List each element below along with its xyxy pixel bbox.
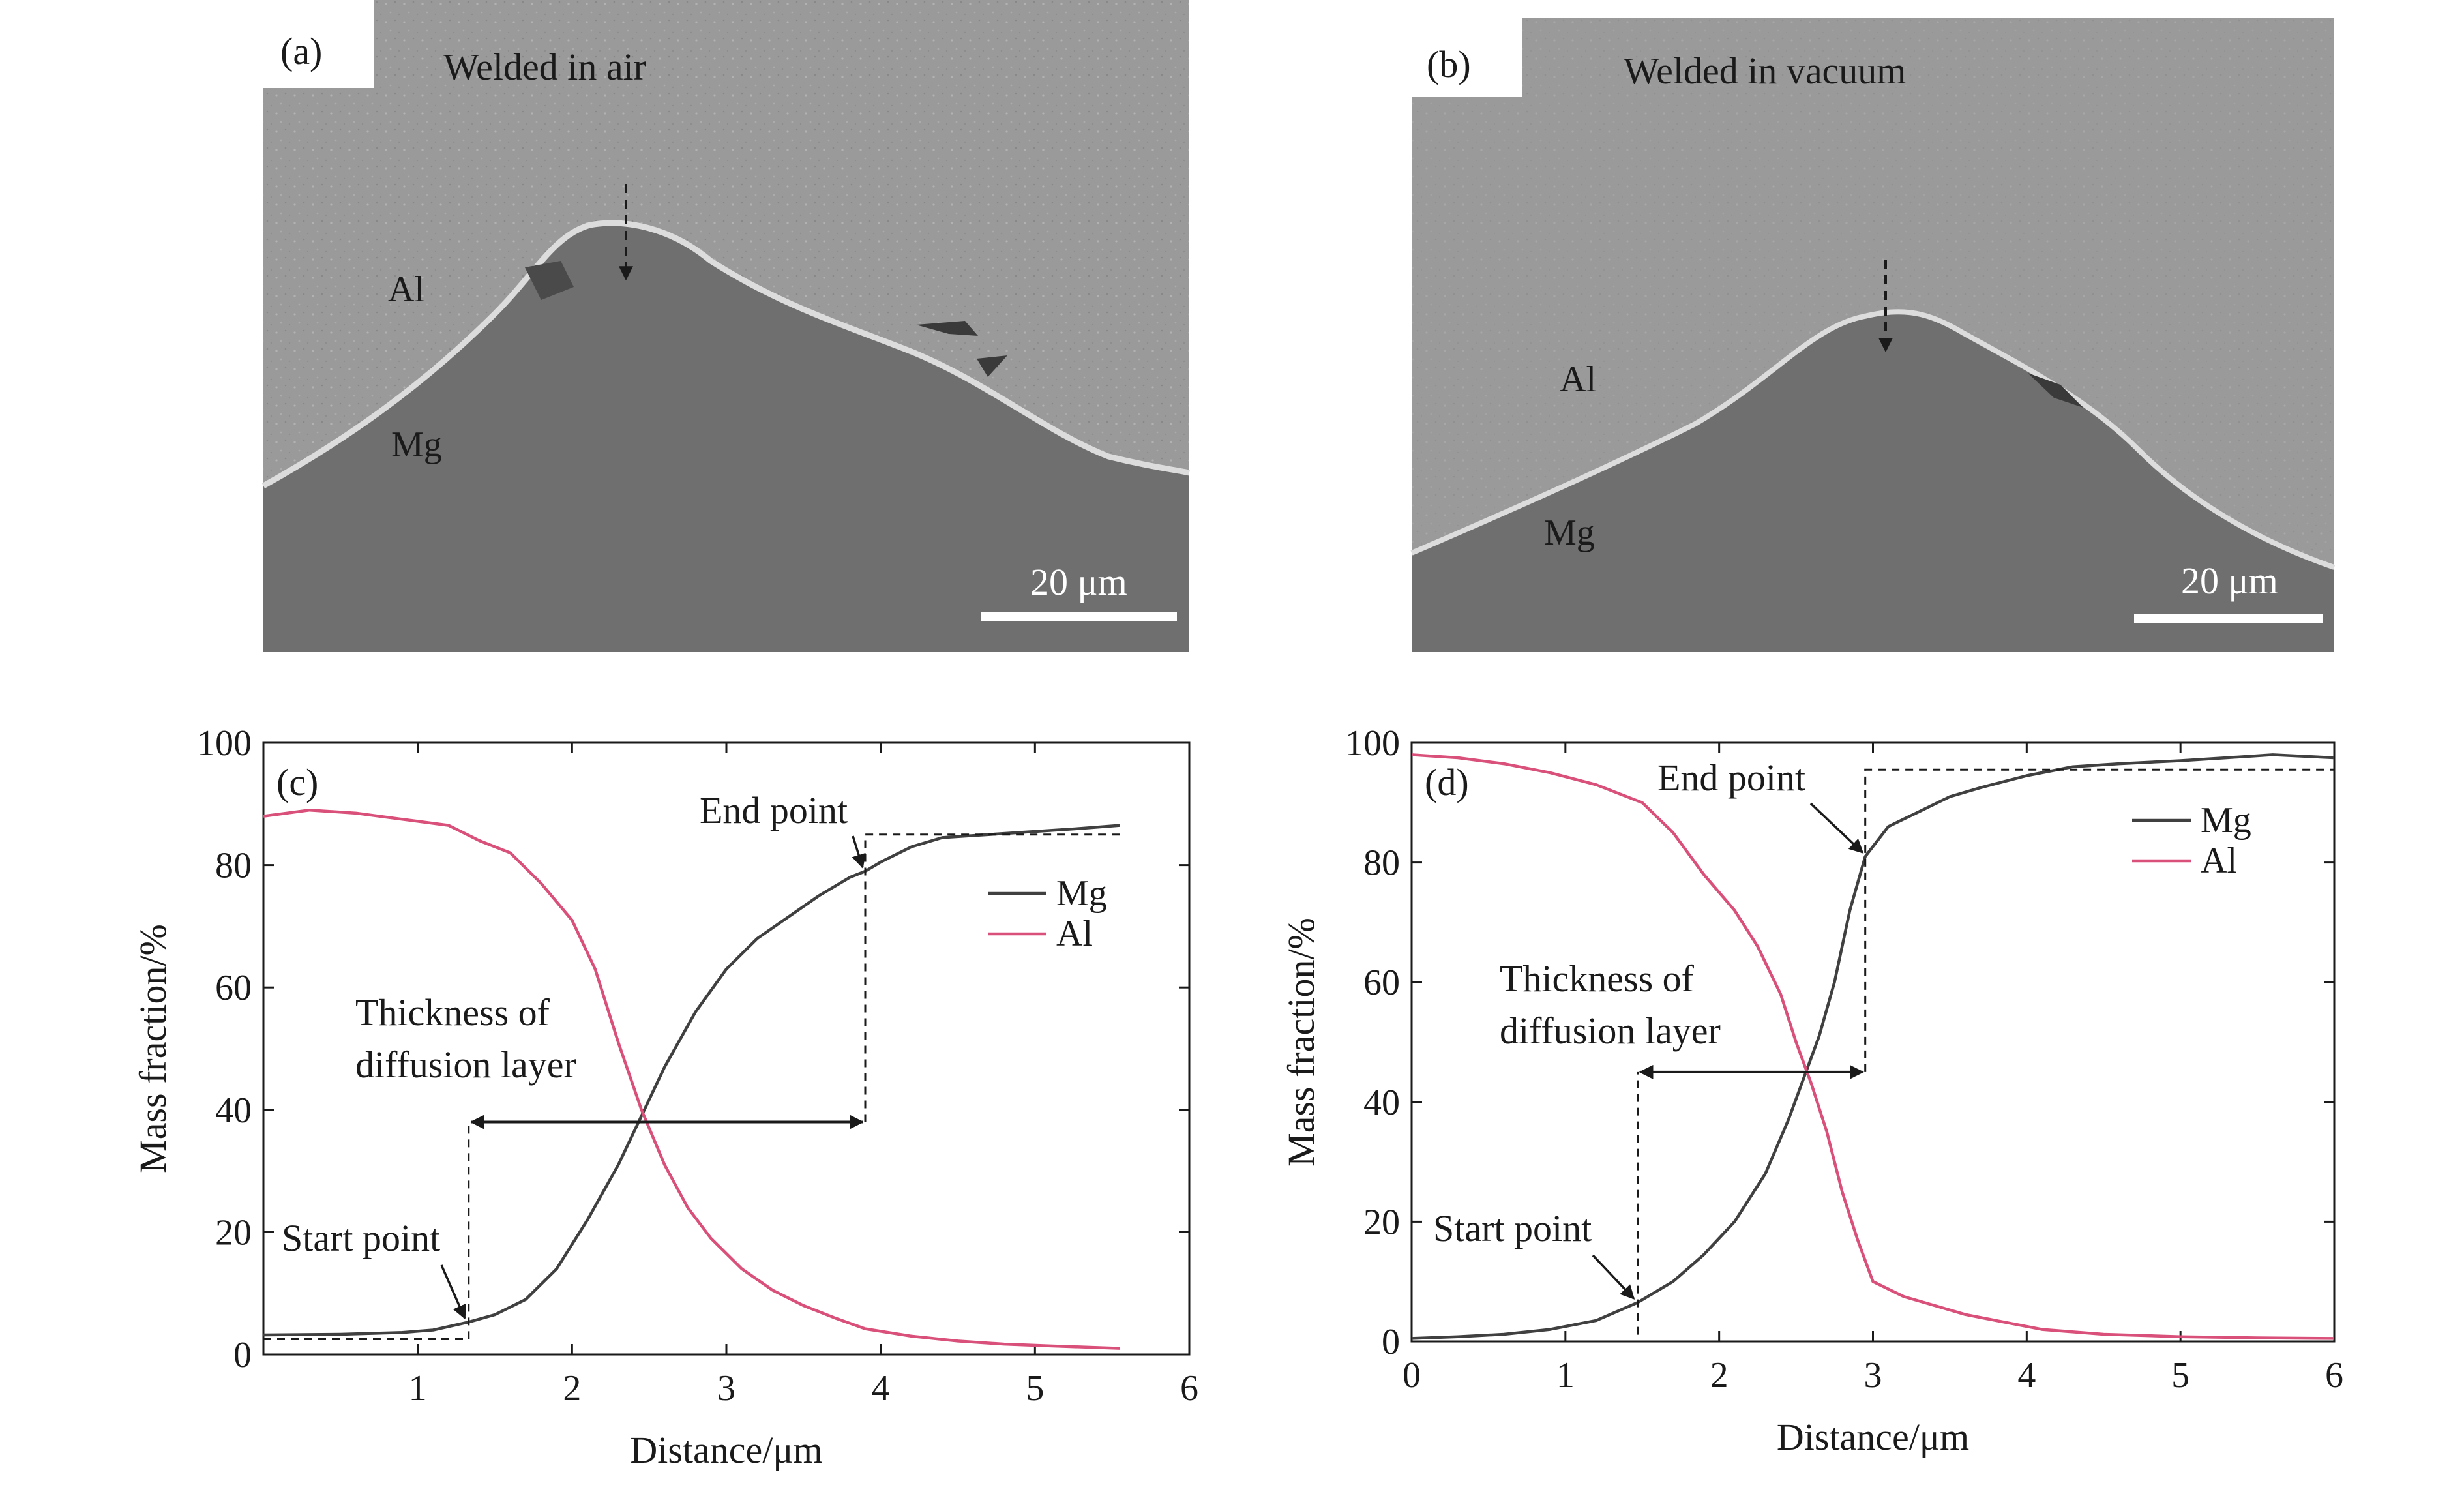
panel-label-box [1412,18,1522,97]
micrograph-title: Welded in air [443,46,646,88]
chart-c: 0 20 40 60 80 100 1 2 3 4 5 6 Distance/μm Mass fracti… [132,723,1198,1471]
x-tick-label: 6 [2325,1355,2343,1396]
end-dashed-guide [1864,768,2334,1072]
end-point-label: End point [700,789,848,831]
x-tick-label: 2 [1710,1355,1729,1396]
y-axis-label: Mass fraction/% [132,924,174,1173]
start-dashed-guide [263,1122,470,1341]
series-line-al [263,808,1120,1350]
void-defect [977,355,1007,377]
panel-label: (b) [1427,43,1471,85]
phase-label-mg: Mg [391,425,442,465]
x-tick-label: 6 [1180,1368,1198,1409]
y-tick-label: 80 [1363,843,1400,884]
y-tick-label: 40 [215,1090,252,1131]
phase-label-al: Al [388,269,424,310]
y-tick-label: 20 [1363,1202,1400,1242]
x-axis-label: Distance/μm [630,1429,822,1471]
x-tick-label: 4 [2017,1355,2036,1396]
end-point-arrow [852,835,866,869]
y-tick-label: 20 [215,1212,252,1253]
y-axis-label: Mass fraction/% [1280,918,1322,1167]
x-tick-label: 3 [1864,1355,1882,1396]
panel-label-box [263,0,374,88]
diffusion-layer-label: diffusion layer [1500,1010,1721,1052]
scale-bar [981,612,1177,621]
y-tick-label: 60 [215,968,252,1008]
interface-line [261,220,1190,488]
interface-line [1410,309,2336,570]
legend-label-mg: Mg [2201,800,2251,841]
x-tick-label: 4 [872,1368,890,1409]
diffusion-layer-label: diffusion layer [355,1043,576,1086]
mg-region [263,223,1189,652]
mg-region [1412,312,2334,652]
scale-bar-label: 20 μm [1030,561,1127,603]
x-tick-label: 5 [1026,1368,1044,1409]
end-point-label: End point [1657,756,1805,799]
void-defect [525,261,574,300]
micrograph-title: Welded in vacuum [1624,50,1906,92]
phase-label-al: Al [1560,359,1596,400]
start-point-label: Start point [282,1217,440,1259]
y-tick-label: 100 [197,723,252,764]
x-tick-label: 3 [717,1368,735,1409]
start-dashed-guide [1412,1071,1639,1343]
x-tick-label: 1 [409,1368,427,1409]
panel-label: (c) [276,761,318,803]
y-tick-label: 60 [1363,963,1400,1003]
void-defect [916,321,978,336]
legend-label-al: Al [2201,841,2237,881]
end-point-arrow [1809,802,1864,854]
diffusion-layer-label: Thickness of [355,991,550,1034]
x-tick-label: 2 [563,1368,581,1409]
y-tick-label: 80 [215,846,252,886]
x-tick-label: 0 [1403,1355,1421,1396]
panel-label: (d) [1425,761,1469,803]
series-line-mg [263,824,1120,1337]
micrograph-b: (b) Welded in vacuum Al Mg 20 μm [1410,18,2336,652]
scale-bar [2134,614,2323,623]
legend-label-al: Al [1056,914,1093,954]
start-point-arrow [440,1264,466,1320]
start-point-label: Start point [1433,1207,1592,1249]
start-point-arrow [1592,1254,1635,1300]
diffusion-layer-label: Thickness of [1500,957,1695,1000]
panel-label: (a) [280,30,322,72]
micrograph-a: (a) Welded in air Al Mg 20 μm [261,0,1190,652]
series-line-mg [1411,753,2335,1340]
phase-label-mg: Mg [1544,513,1595,553]
x-tick-label: 5 [2171,1355,2189,1396]
end-dashed-guide [864,833,1120,1122]
y-tick-label: 0 [1382,1322,1400,1362]
y-tick-label: 100 [1345,723,1400,764]
scale-bar-label: 20 μm [2181,560,2278,602]
x-tick-label: 1 [1556,1355,1575,1396]
legend-label-mg: Mg [1056,873,1107,914]
void-defect [2028,373,2083,408]
chart-d: 0 20 40 60 80 100 0 1 2 3 4 5 6 Distance/μm Mass fract… [1280,723,2343,1458]
x-axis-label: Distance/μm [1777,1416,1969,1458]
y-tick-label: 0 [233,1335,252,1375]
series-line-al [1411,753,2335,1340]
y-tick-label: 40 [1363,1083,1400,1123]
